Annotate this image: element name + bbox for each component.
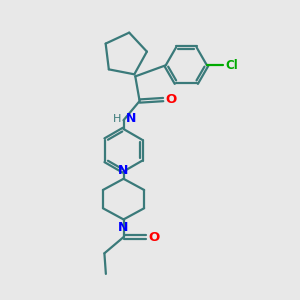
Text: N: N <box>118 221 129 234</box>
Text: N: N <box>118 164 129 177</box>
Text: H: H <box>113 114 122 124</box>
Text: O: O <box>148 231 159 244</box>
Text: Cl: Cl <box>225 59 238 72</box>
Text: N: N <box>126 112 136 125</box>
Text: O: O <box>166 93 177 106</box>
